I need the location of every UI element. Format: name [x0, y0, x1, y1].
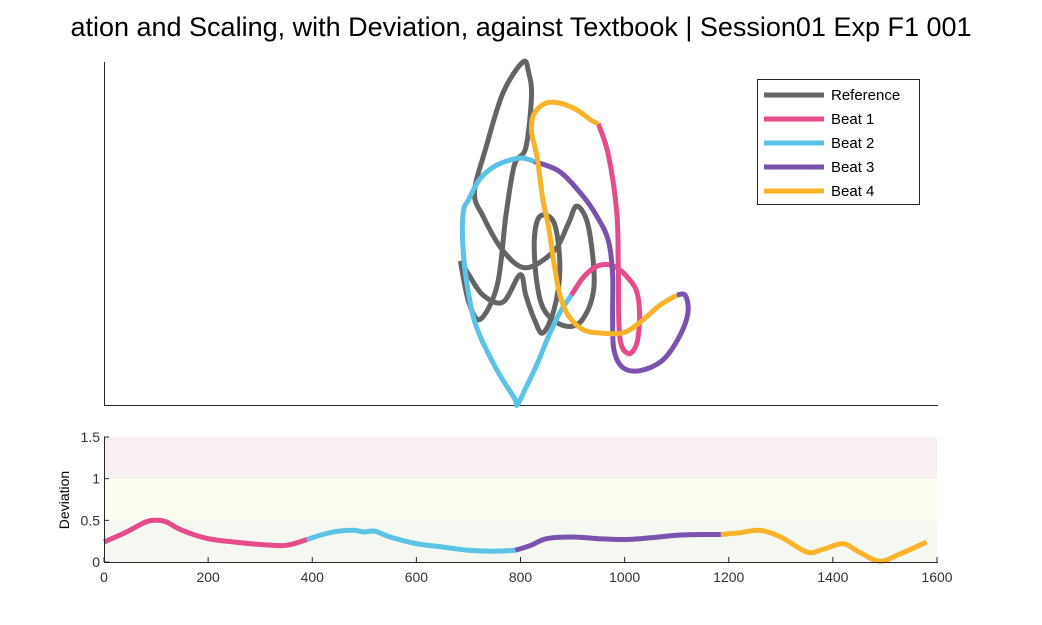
deviation-line-beat-3	[514, 531, 721, 553]
deviation-line-beat-4	[720, 527, 928, 564]
trajectory-line-beat-4	[528, 99, 678, 337]
legend-label-reference: Reference	[831, 87, 900, 104]
y-tick-label: 1.5	[81, 429, 101, 445]
x-tick-label: 1200	[713, 569, 744, 585]
trajectory-line-reference	[457, 58, 597, 336]
legend-items: Reference Beat 1 Beat 2 Beat 3 Beat 4	[764, 87, 900, 200]
x-ticks: 0 200 400 600 800 1000 1200 1400 1600	[100, 557, 953, 585]
legend-label-beat-1: Beat 1	[831, 111, 874, 128]
figure-title: ation and Scaling, with Deviation, again…	[70, 12, 972, 42]
deviation-axes: 0 200 400 600 800 1000 1200 1400 1600 0 0.5 1 1.5 D…	[56, 429, 953, 585]
deviation-bands	[104, 437, 937, 562]
deviation-ylabel: Deviation	[56, 471, 72, 529]
legend: Reference Beat 1 Beat 2 Beat 3 Beat 4	[757, 79, 920, 205]
y-tick-label: 0	[92, 554, 100, 570]
deviation-band-0	[104, 437, 937, 479]
y-ticks: 0 0.5 1 1.5	[81, 429, 109, 570]
y-tick-label: 0.5	[81, 512, 101, 528]
deviation-line-beat-2	[306, 527, 516, 554]
deviation-line-beat-1	[103, 517, 308, 549]
x-tick-label: 1000	[609, 569, 640, 585]
y-tick-label: 1	[92, 471, 100, 487]
deviation-band-1	[104, 478, 937, 521]
trajectory-line-beat-3	[533, 159, 691, 374]
x-tick-label: 1600	[921, 569, 952, 585]
x-tick-label: 800	[509, 569, 533, 585]
x-tick-label: 400	[301, 569, 325, 585]
trajectory-line-beat-2	[459, 155, 574, 408]
trajectory-axes	[104, 58, 938, 408]
x-tick-label: 200	[196, 569, 220, 585]
legend-label-beat-4: Beat 4	[831, 183, 874, 200]
legend-box	[757, 79, 920, 205]
x-tick-label: 1400	[817, 569, 848, 585]
legend-label-beat-3: Beat 3	[831, 159, 874, 176]
trajectory-series-group	[457, 58, 691, 408]
x-tick-label: 600	[405, 569, 429, 585]
deviation-series-group	[103, 517, 928, 564]
trajectory-line-beat-1	[569, 122, 643, 357]
legend-label-beat-2: Beat 2	[831, 135, 874, 152]
x-tick-label: 0	[100, 569, 108, 585]
